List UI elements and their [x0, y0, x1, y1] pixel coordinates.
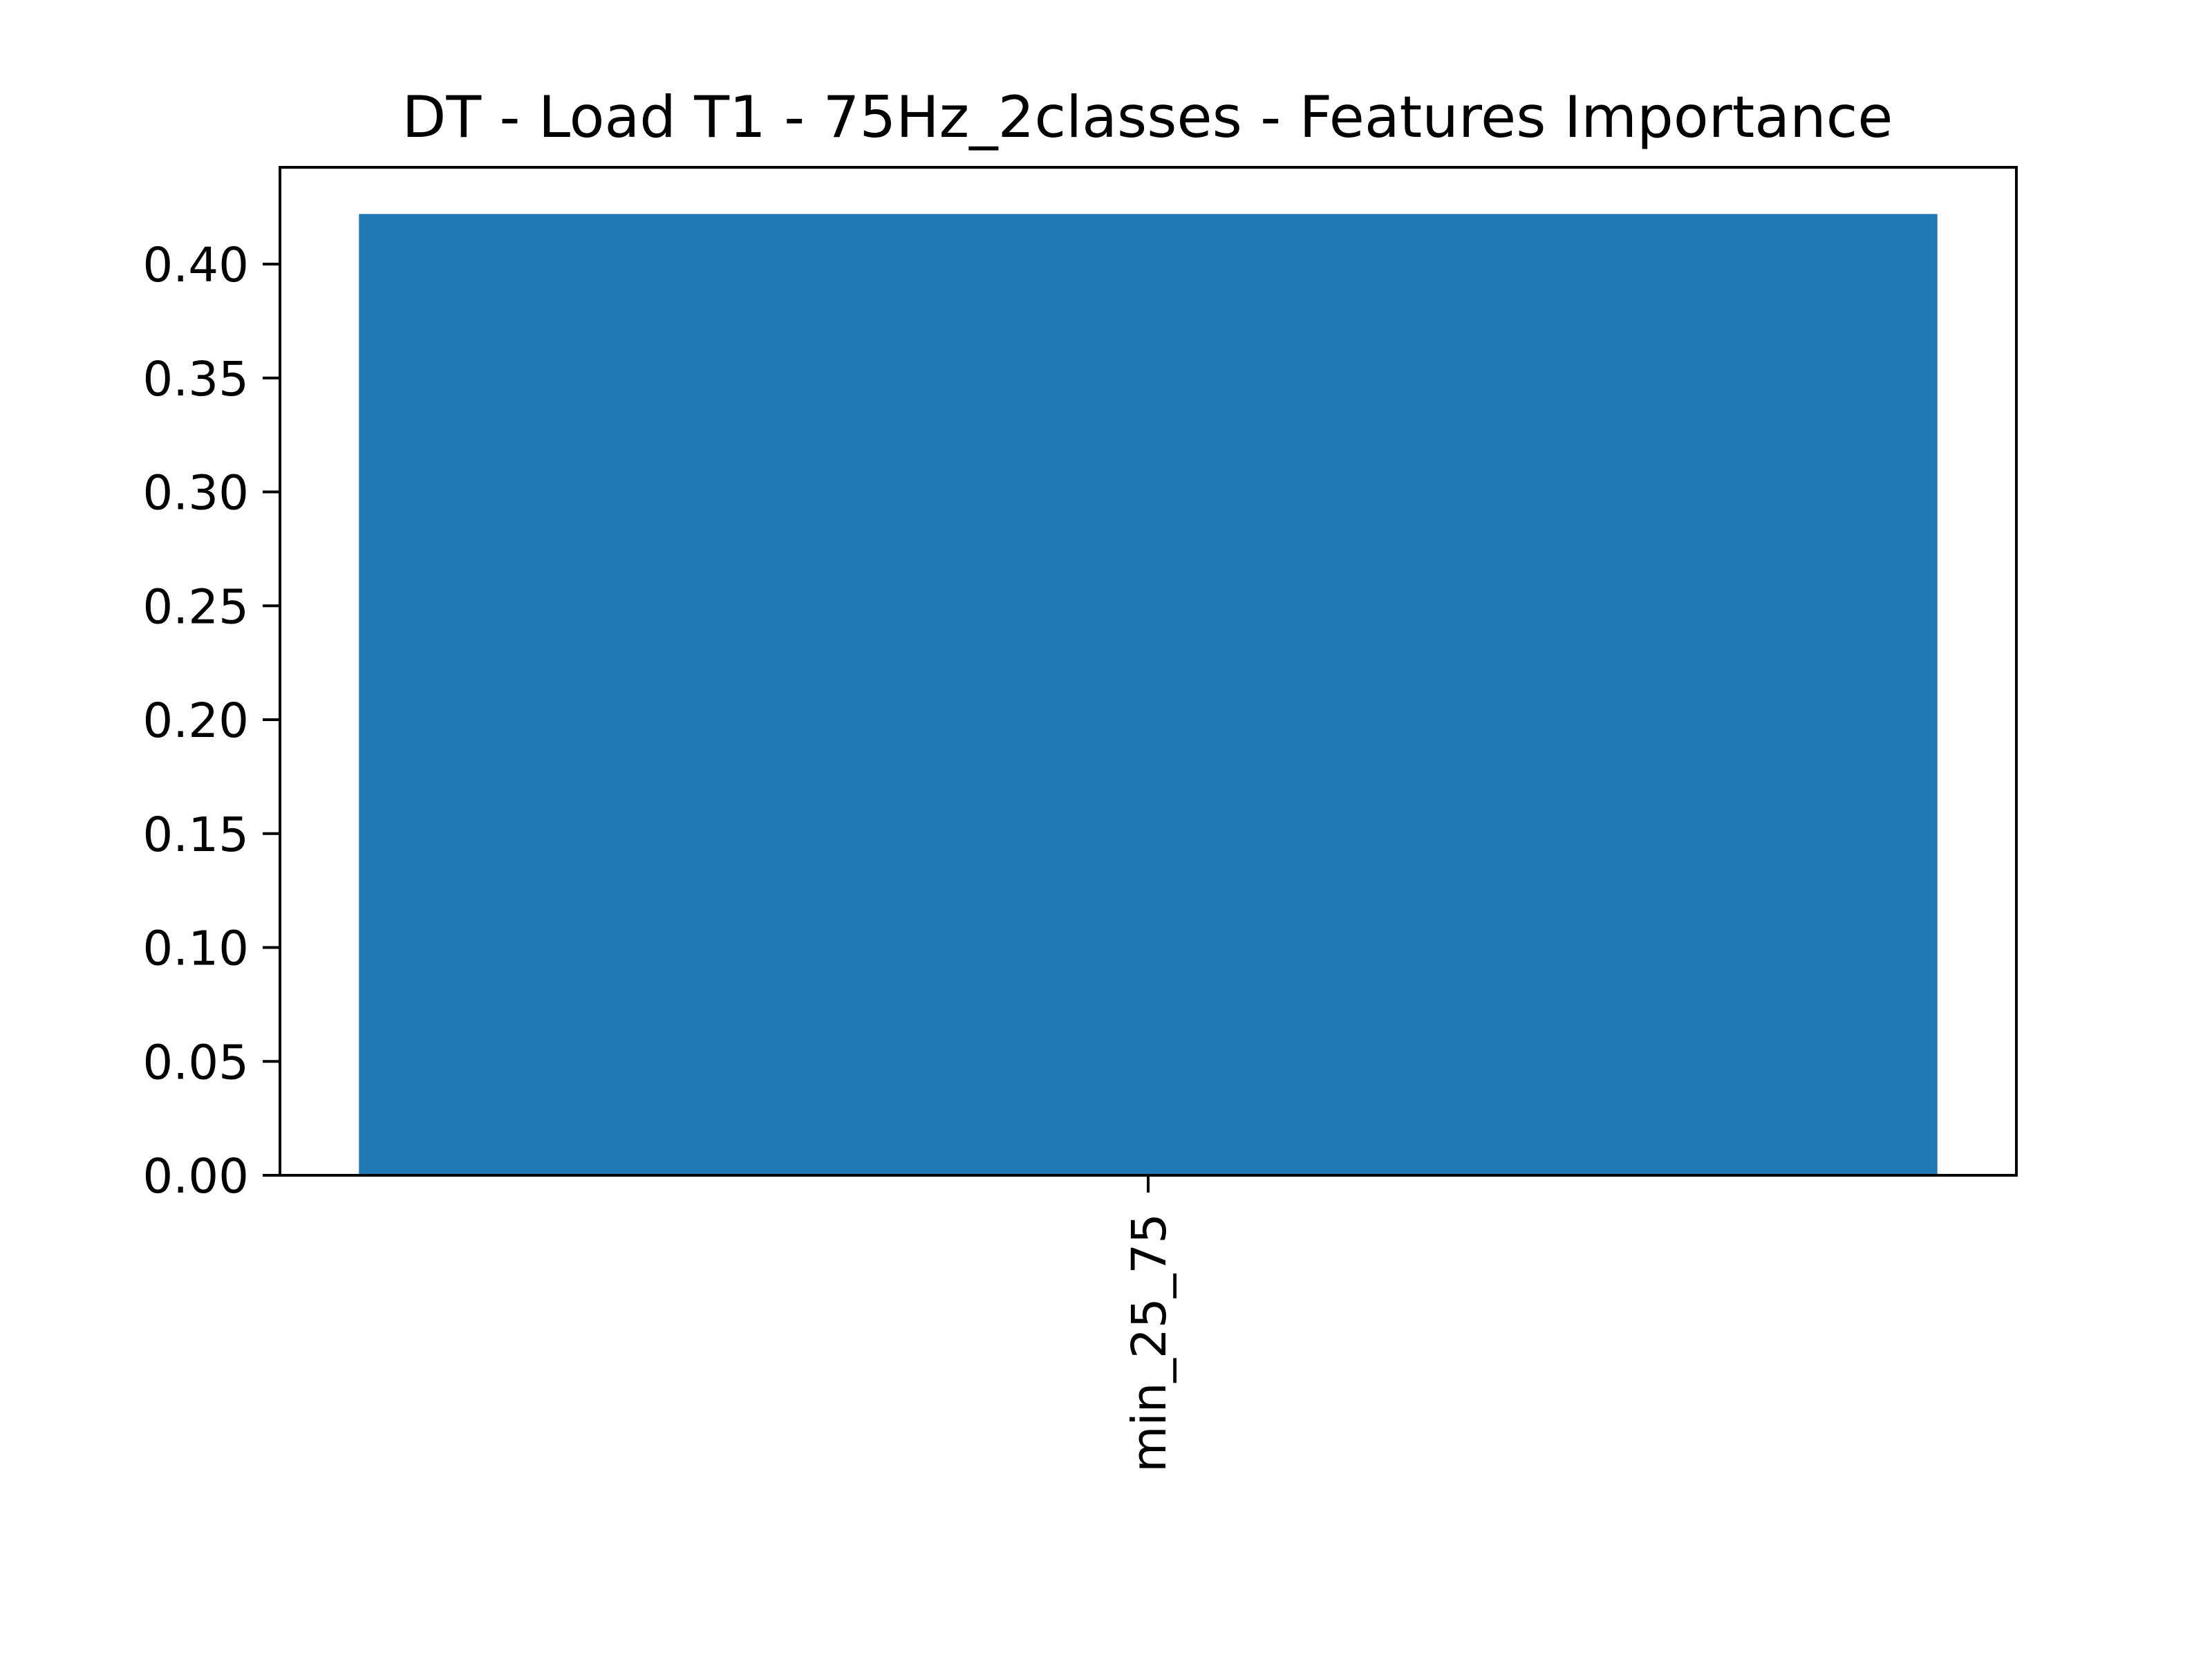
- y-axis: 0.00 0.05 0.10 0.15 0.20 0.25 0.30 0.35 0.40: [142, 238, 280, 1204]
- y-tick-label: 0.40: [142, 238, 249, 293]
- y-tick-label: 0.20: [142, 693, 249, 749]
- y-tick-label: 0.05: [142, 1035, 249, 1090]
- y-tick-label: 0.25: [142, 579, 249, 635]
- y-tick-label: 0.00: [142, 1149, 249, 1204]
- bars-layer: [359, 214, 1938, 1175]
- bar-min_25_75: [359, 214, 1938, 1175]
- chart-title: DT - Load T1 - 75Hz_2classes - Features …: [402, 84, 1893, 151]
- y-tick-label: 0.15: [142, 807, 249, 863]
- y-tick-label: 0.10: [142, 922, 249, 977]
- y-tick-label: 0.30: [142, 466, 249, 521]
- y-tick-label: 0.35: [142, 352, 249, 407]
- x-axis: min_25_75: [1122, 1175, 1177, 1473]
- plot-frame: [279, 166, 2018, 1177]
- x-tick-label: min_25_75: [1122, 1213, 1177, 1473]
